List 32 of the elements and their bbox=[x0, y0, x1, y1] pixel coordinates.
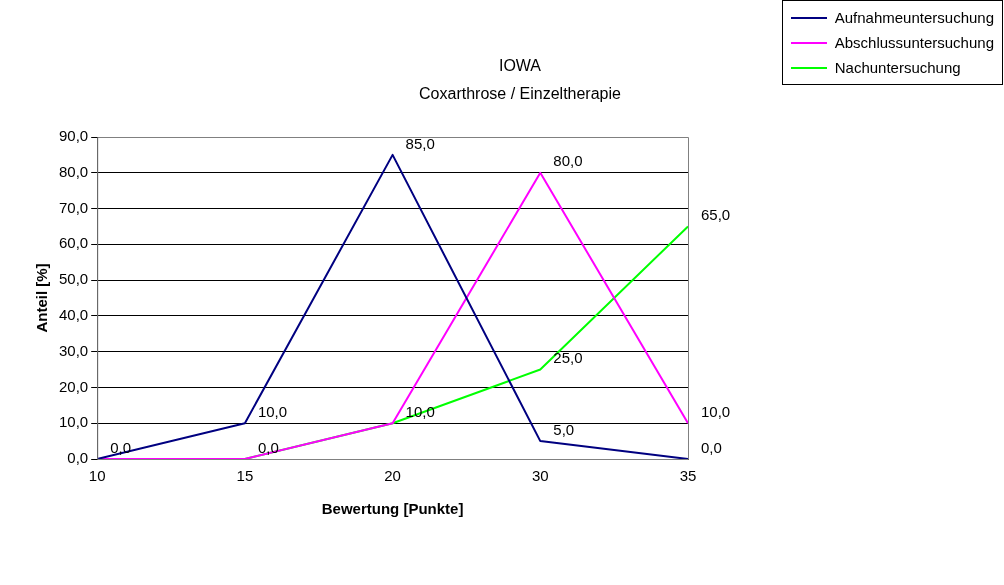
x-tick-label: 30 bbox=[531, 467, 549, 485]
y-tick-label: 30,0 bbox=[58, 341, 89, 359]
y-axis-title: Anteil [%] bbox=[33, 263, 51, 333]
chart-title: IOWA bbox=[498, 57, 542, 75]
data-label: 80,0 bbox=[553, 152, 583, 170]
legend-label: Nachuntersuchung bbox=[834, 59, 961, 76]
x-tick-label: 35 bbox=[679, 467, 697, 485]
x-tick-label: 20 bbox=[384, 467, 401, 485]
legend-label: Aufnahmeuntersuchung bbox=[834, 9, 994, 26]
chart-subtitle: Coxarthrose / Einzeltherapie bbox=[419, 85, 622, 103]
data-label: 0,0 bbox=[701, 438, 722, 456]
y-tick-label: 60,0 bbox=[58, 234, 89, 252]
y-tick-label: 20,0 bbox=[58, 377, 89, 395]
y-tick-label: 10,0 bbox=[58, 413, 89, 431]
data-label: 0,0 bbox=[110, 438, 132, 456]
y-tick-label: 70,0 bbox=[58, 198, 89, 216]
y-tick-label: 0,0 bbox=[67, 449, 89, 467]
y-tick-label: 90,0 bbox=[58, 127, 89, 145]
y-tick-label: 40,0 bbox=[58, 306, 89, 324]
legend-label: Abschlussuntersuchung bbox=[834, 34, 994, 51]
y-tick-label: 50,0 bbox=[58, 270, 89, 288]
y-tick-label: 80,0 bbox=[58, 162, 89, 180]
data-label: 25,0 bbox=[553, 349, 583, 367]
data-label: 10,0 bbox=[701, 402, 731, 420]
x-axis-title: Bewertung [Punkte] bbox=[321, 500, 464, 518]
data-label: 85,0 bbox=[405, 134, 435, 152]
data-label: 5,0 bbox=[553, 420, 575, 438]
data-label: 65,0 bbox=[701, 206, 731, 224]
x-tick-label: 10 bbox=[88, 467, 106, 485]
data-label: 0,0 bbox=[257, 438, 279, 456]
data-label: 10,0 bbox=[257, 402, 288, 420]
x-tick-label: 15 bbox=[236, 467, 254, 485]
